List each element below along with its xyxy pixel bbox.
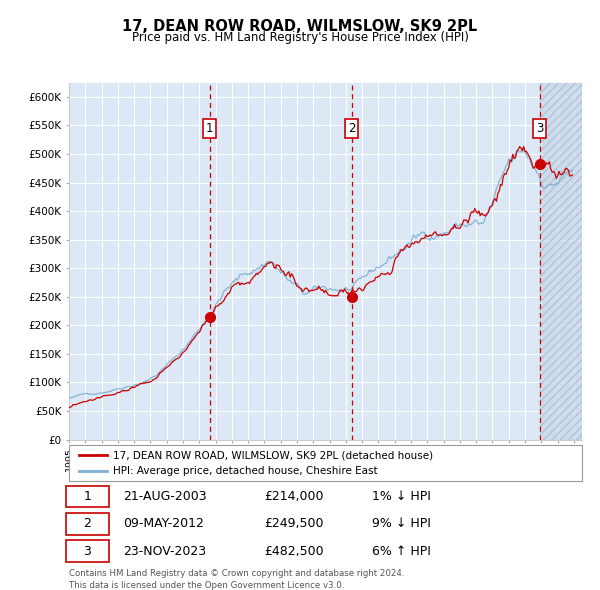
- Text: HPI: Average price, detached house, Cheshire East: HPI: Average price, detached house, Ches…: [113, 466, 377, 476]
- Text: 1% ↓ HPI: 1% ↓ HPI: [371, 490, 431, 503]
- Text: 3: 3: [83, 545, 91, 558]
- Text: £482,500: £482,500: [264, 545, 323, 558]
- Text: £249,500: £249,500: [264, 517, 323, 530]
- Text: £214,000: £214,000: [264, 490, 323, 503]
- Text: 17, DEAN ROW ROAD, WILMSLOW, SK9 2PL: 17, DEAN ROW ROAD, WILMSLOW, SK9 2PL: [122, 19, 478, 34]
- Text: 6% ↑ HPI: 6% ↑ HPI: [371, 545, 431, 558]
- FancyBboxPatch shape: [67, 486, 109, 507]
- Text: 17, DEAN ROW ROAD, WILMSLOW, SK9 2PL (detached house): 17, DEAN ROW ROAD, WILMSLOW, SK9 2PL (de…: [113, 450, 433, 460]
- Text: 1: 1: [206, 122, 214, 135]
- Text: 1: 1: [83, 490, 91, 503]
- Bar: [539, 83, 582, 440]
- Text: 2: 2: [348, 122, 355, 135]
- Text: 2: 2: [83, 517, 91, 530]
- Text: 3: 3: [536, 122, 544, 135]
- FancyBboxPatch shape: [67, 513, 109, 535]
- Text: This data is licensed under the Open Government Licence v3.0.: This data is licensed under the Open Gov…: [69, 581, 344, 590]
- Text: 23-NOV-2023: 23-NOV-2023: [123, 545, 206, 558]
- Text: 9% ↓ HPI: 9% ↓ HPI: [371, 517, 431, 530]
- FancyBboxPatch shape: [67, 540, 109, 562]
- Text: 09-MAY-2012: 09-MAY-2012: [123, 517, 204, 530]
- Text: 21-AUG-2003: 21-AUG-2003: [123, 490, 206, 503]
- Text: Contains HM Land Registry data © Crown copyright and database right 2024.: Contains HM Land Registry data © Crown c…: [69, 569, 404, 578]
- Text: Price paid vs. HM Land Registry's House Price Index (HPI): Price paid vs. HM Land Registry's House …: [131, 31, 469, 44]
